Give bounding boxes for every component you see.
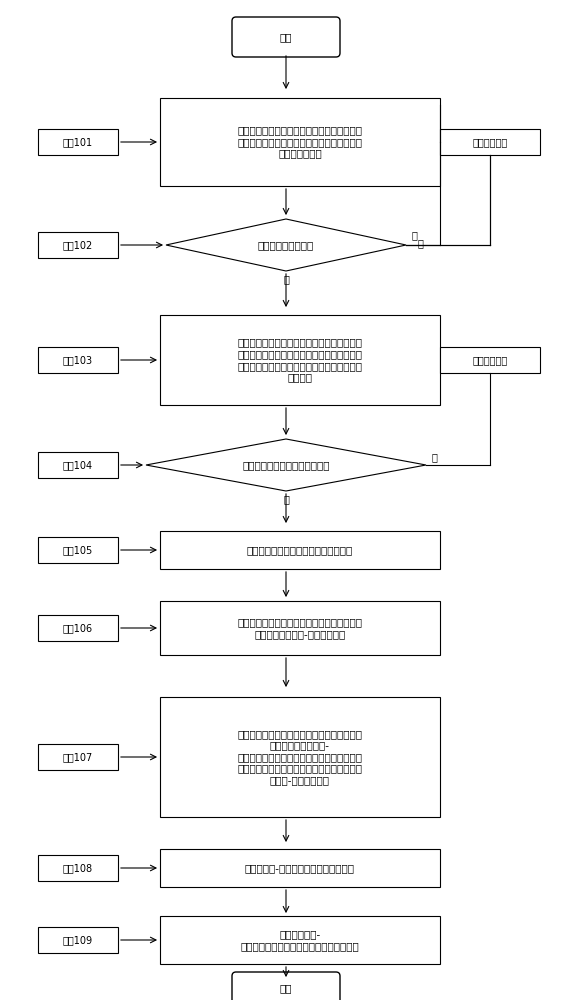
Text: 步骤104: 步骤104 [63, 460, 93, 470]
Text: 根据接收到的能量管理策略计算所需的信号数
据和整个行程的速度-
里程向量空间，以整个行程内油耗最小为目标
利用最优控制理论和哈密顿函数求解，得到输
出扭矩-功率: 根据接收到的能量管理策略计算所需的信号数 据和整个行程的速度- 里程向量空间，以… [237, 729, 363, 785]
Bar [160, 531, 440, 569]
Bar [160, 916, 440, 964]
Bar [160, 697, 440, 817]
Text: 故障处理机制: 故障处理机制 [472, 137, 507, 147]
Text: 重新获取数据: 重新获取数据 [472, 355, 507, 365]
Text: 各系统处于就绪状态: 各系统处于就绪状态 [258, 240, 314, 250]
Text: 整车控制器通过总线向驱动电机控制器、动力
电池控制器、内燃机控制器以及导航系统发送
访问信号，从中获取能量管理策略计算所需的
信号数据: 整车控制器通过总线向驱动电机控制器、动力 电池控制器、内燃机控制器以及导航系统发… [237, 338, 363, 382]
Text: 是: 是 [283, 274, 289, 284]
Text: 步骤103: 步骤103 [63, 355, 93, 365]
Text: 发送输出扭矩-
功率分配组合，完成各能量源输出功率分配: 发送输出扭矩- 功率分配组合，完成各能量源输出功率分配 [241, 929, 359, 951]
Bar [160, 98, 440, 186]
Bar [38, 452, 118, 478]
Text: 否: 否 [418, 238, 424, 248]
Bar [38, 615, 118, 641]
Bar [440, 347, 540, 373]
Bar [38, 855, 118, 881]
Text: 开始: 开始 [280, 32, 292, 42]
Text: 对输出扭矩-功率分配组合进行调整修正: 对输出扭矩-功率分配组合进行调整修正 [245, 863, 355, 873]
Text: 步骤106: 步骤106 [63, 623, 93, 633]
Text: 步骤101: 步骤101 [63, 137, 93, 147]
Text: 是: 是 [283, 494, 289, 504]
FancyBboxPatch shape [232, 17, 340, 57]
Text: 判断接收到的信号数据是否完整: 判断接收到的信号数据是否完整 [243, 460, 329, 470]
Text: 结束: 结束 [280, 983, 292, 993]
Text: 整车控制器、驱动电机控制器、动力电池控制
器、内燃机控制器以及导航系统分别对各自的
子系统进行自检: 整车控制器、驱动电机控制器、动力电池控制 器、内燃机控制器以及导航系统分别对各自… [237, 125, 363, 159]
Polygon shape [146, 439, 426, 491]
Text: 步骤102: 步骤102 [63, 240, 93, 250]
Text: 步骤109: 步骤109 [63, 935, 93, 945]
Text: 否: 否 [432, 452, 438, 462]
Text: 否: 否 [412, 230, 418, 240]
Bar [38, 744, 118, 770]
Bar [160, 315, 440, 405]
Text: 步骤108: 步骤108 [63, 863, 93, 873]
FancyBboxPatch shape [232, 972, 340, 1000]
Bar [38, 347, 118, 373]
Bar [38, 537, 118, 563]
Text: 驾驶模型根据导航系统提供的行程驾驶信息计
算整个行程的速度-里程向量空间: 驾驶模型根据导航系统提供的行程驾驶信息计 算整个行程的速度-里程向量空间 [237, 617, 363, 639]
Bar [38, 129, 118, 155]
Polygon shape [166, 219, 406, 271]
Bar [160, 601, 440, 655]
Text: 导航系统向驾驶模型提供行程驾驶信息: 导航系统向驾驶模型提供行程驾驶信息 [247, 545, 353, 555]
Text: 步骤105: 步骤105 [63, 545, 93, 555]
Bar [160, 849, 440, 887]
Bar [38, 232, 118, 258]
Text: 步骤107: 步骤107 [63, 752, 93, 762]
Bar [440, 129, 540, 155]
Bar [38, 927, 118, 953]
